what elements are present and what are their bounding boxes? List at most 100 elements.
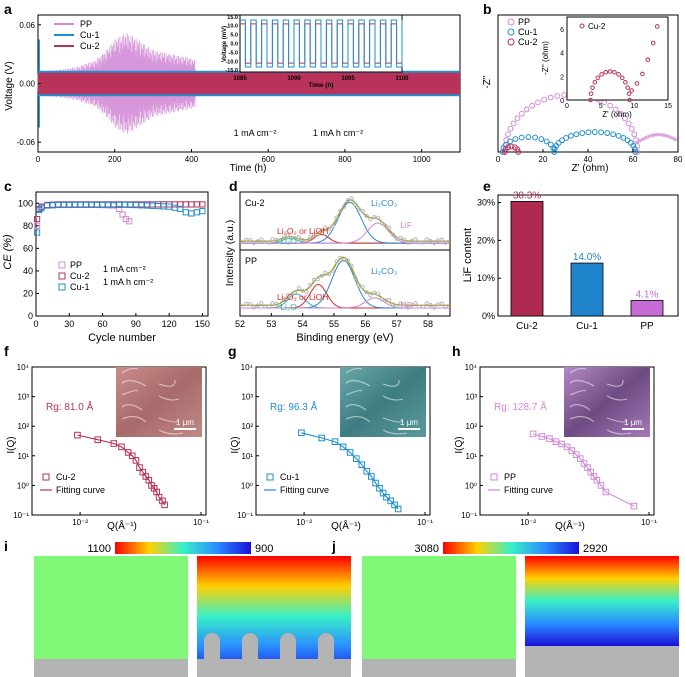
cu-1-ce-point xyxy=(154,202,162,210)
sem-texture xyxy=(569,367,587,374)
saxs-point-f xyxy=(128,452,136,460)
pp-nyquist-point xyxy=(507,125,514,132)
cu-2-ce-point xyxy=(193,201,201,208)
xps-raw-point xyxy=(443,240,448,245)
panel-label-d: d xyxy=(229,178,238,194)
xps-raw-point xyxy=(398,301,403,306)
saxs-point-h xyxy=(593,476,601,484)
sem-texture xyxy=(606,379,624,387)
pp-tail-point xyxy=(641,137,645,141)
saxs-point-g xyxy=(387,497,394,505)
xps-raw-point xyxy=(270,237,275,242)
xps-raw-point xyxy=(402,302,407,307)
cu2-nyquist-point xyxy=(515,149,522,155)
pp-nyquist-point xyxy=(529,102,536,109)
lif-bar xyxy=(510,201,544,317)
xps-raw-point xyxy=(349,263,354,268)
inset-cu2-point xyxy=(616,72,621,77)
inset-x-tick-label-b: 10 xyxy=(630,103,638,110)
inset-cu2-point xyxy=(590,85,595,90)
pp-nyquist-point xyxy=(535,99,541,106)
saxs-point-g xyxy=(318,434,326,442)
xps-raw-point xyxy=(413,301,418,306)
inset-cu2-point xyxy=(629,88,634,93)
cu1-nyquist-point xyxy=(559,137,565,144)
y-tick-label-c: 20 xyxy=(23,288,33,298)
saxs-point-f xyxy=(161,501,168,509)
x-tick-label-b: 40 xyxy=(584,155,593,164)
plot-frame-c xyxy=(35,191,209,317)
cu1-nyquist-point xyxy=(630,142,637,149)
pp-nyquist-point xyxy=(547,94,554,101)
sem-texture xyxy=(345,380,371,387)
inset-x-tick-label-b: 5 xyxy=(599,103,603,110)
inset-cu2-point xyxy=(588,91,594,96)
xps-raw-point xyxy=(251,305,256,310)
cu-2-ce-point xyxy=(149,201,156,208)
saxs-point-f xyxy=(110,440,118,447)
substrate-right-i xyxy=(197,659,351,677)
saxs-point-h xyxy=(546,435,553,442)
pp-ce-point xyxy=(116,205,123,213)
xps-raw-point xyxy=(372,215,377,220)
sem-texture xyxy=(158,417,180,423)
saxs-point-g xyxy=(379,489,387,497)
cu1-nyquist-point xyxy=(620,135,627,141)
xps-raw-point xyxy=(300,288,305,293)
xps-raw-point xyxy=(262,239,268,245)
cu1-nyquist-point xyxy=(551,149,558,155)
panel-label-e: e xyxy=(483,178,491,194)
y-tick-label-g: 10² xyxy=(241,422,253,431)
xps-label-li2o: Li₂O xyxy=(280,302,297,312)
saxs-point-h xyxy=(630,502,638,510)
xps-raw-point xyxy=(420,240,426,245)
inset-y-tick-label-b: 6 xyxy=(560,27,564,34)
xps-raw-point xyxy=(281,235,286,240)
pp-nyquist-point xyxy=(621,115,628,122)
pp-nyquist-point xyxy=(554,93,561,99)
saxs-point-f xyxy=(74,431,81,439)
y-axis-label-b: -Z'' xyxy=(482,75,493,88)
y-axis-label-c: CE (%) xyxy=(2,234,14,270)
y-tick-label-c: 40 xyxy=(23,266,33,276)
xps-raw-point xyxy=(255,239,260,244)
saxs-point-f xyxy=(155,493,163,501)
xps-raw-point xyxy=(353,275,358,280)
panel-label-f: f xyxy=(4,343,9,359)
sem-texture xyxy=(158,379,176,387)
sem-texture xyxy=(121,416,147,423)
xps-label-lif: LiF xyxy=(400,300,412,310)
x-tick-label-d: 52 xyxy=(235,319,245,329)
xps-raw-point xyxy=(270,301,275,306)
xps-raw-point xyxy=(375,291,381,296)
y-axis-label-g: I(Q) xyxy=(230,436,241,453)
cu-1-ce-point xyxy=(82,201,90,208)
inset-cu2-point xyxy=(607,69,613,74)
sem-texture xyxy=(569,380,595,387)
y-axis-label-h: I(Q) xyxy=(454,436,465,453)
legend-marker-c xyxy=(58,272,66,280)
legend-marker-g xyxy=(266,473,274,481)
xps-raw-point xyxy=(345,258,350,263)
x-tick-label-a: 800 xyxy=(338,155,352,164)
inset-cu2-point xyxy=(654,24,660,29)
y-axis-label-f: I(Q) xyxy=(6,436,17,453)
cu1-nyquist-point xyxy=(591,129,598,135)
y-tick-label-f: 10⁻¹ xyxy=(13,511,29,520)
colorbar-min-j: 3080 xyxy=(415,543,439,555)
cu-1-ce-point xyxy=(193,209,201,216)
legend-text-a: Cu-2 xyxy=(80,41,100,51)
cu1-nyquist-point xyxy=(507,138,513,145)
cu-2-ce-point xyxy=(199,201,206,208)
rg-label-g: Rg: 96.3 Å xyxy=(270,400,318,413)
cu1-nyquist-point xyxy=(551,145,558,152)
note-current-c: 1 mA cm⁻² xyxy=(103,264,146,274)
xps-raw-point xyxy=(259,237,264,242)
inset-x-tick-label-a: 1100 xyxy=(395,76,409,82)
xps-raw-point xyxy=(315,277,320,282)
sem-texture xyxy=(382,395,404,401)
pp-nyquist-point xyxy=(523,106,530,113)
legend-text-a: Cu-1 xyxy=(80,30,100,40)
xps-raw-point xyxy=(443,305,448,310)
saxs-point-g xyxy=(352,455,360,462)
